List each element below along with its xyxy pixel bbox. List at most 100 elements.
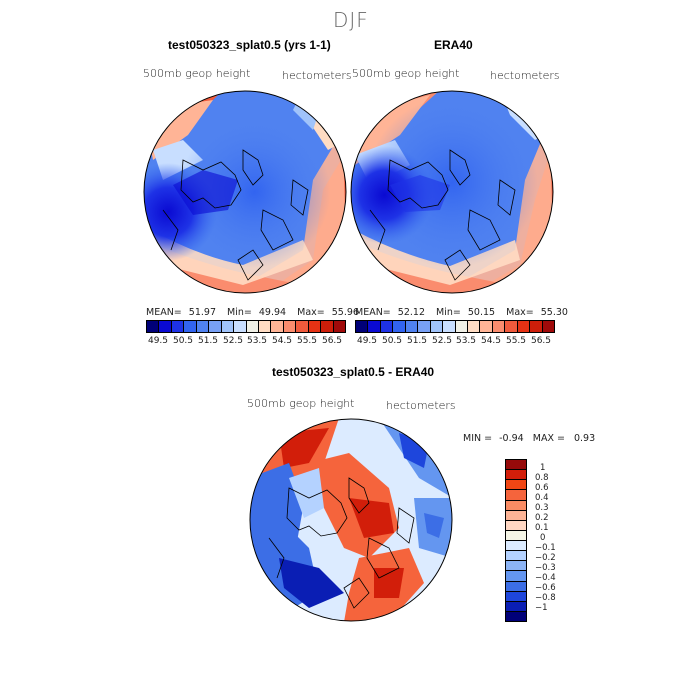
panel1-colorbar-swatch [147, 321, 160, 332]
panel1-colorbar-ticks: 49.5 50.5 51.5 52.5 53.5 54.5 55.5 56.5 [146, 336, 344, 348]
panel2-colorbar-swatch [405, 321, 419, 332]
panel1-colorbar-swatch [184, 321, 197, 332]
panel1-min-label: Min= [227, 307, 252, 318]
panel3-colorbar-ticks: 1 0.8 0.6 0.4 0.3 0.2 0.1 0 −0.1 −0.2 −0… [533, 459, 573, 620]
panel2-colorbar-swatch [380, 321, 394, 332]
panel2-mean-label: MEAN= [355, 307, 391, 318]
panel1-colorbar-swatch [296, 321, 309, 332]
panel1-colorbar-swatch [308, 321, 322, 332]
panel1-units-label: hectometers [282, 69, 352, 82]
panel1-tick: 55.5 [296, 336, 318, 346]
panel3-colorbar-swatch [506, 490, 526, 501]
panel3-tick: 0.6 [535, 483, 549, 493]
panel3-colorbar-swatch [506, 470, 526, 481]
panel2-tick: 55.5 [505, 336, 527, 346]
panel1-min-value: 49.94 [258, 307, 287, 318]
panel3-colorbar-swatch [506, 510, 526, 521]
panel1-colorbar-swatch [333, 321, 345, 332]
panel1-max-label: Max= [297, 307, 325, 318]
panel1-colorbar-swatch [221, 321, 235, 332]
panel2-tick: 53.5 [455, 336, 477, 346]
panel2-polar-map [350, 90, 554, 294]
panel3-tick: −0.6 [535, 583, 556, 593]
panel2-colorbar-swatch [530, 321, 543, 332]
panel2-colorbar-swatch [467, 321, 481, 332]
panel3-tick: 0 [540, 533, 546, 543]
panel3-colorbar-swatch [506, 601, 526, 612]
panel3-colorbar-swatch [506, 551, 526, 562]
panel2-tick: 52.5 [431, 336, 453, 346]
panel3-title: test050323_splat0.5 - ERA40 [272, 365, 435, 379]
panel3-colorbar-swatch [506, 480, 526, 491]
panel2-colorbar-swatch [443, 321, 456, 332]
panel2-colorbar-swatch [430, 321, 444, 332]
panel1-colorbar-swatch [271, 321, 284, 332]
panel2-min-label: Min= [436, 307, 461, 318]
panel2-colorbar-swatch [492, 321, 506, 332]
panel2-tick: 56.5 [530, 336, 552, 346]
panel2-mean-value: 52.12 [397, 307, 425, 318]
panel1-polar-map [143, 90, 347, 294]
panel1-colorbar-swatch [159, 321, 172, 332]
panel3-colorbar-swatch [506, 460, 526, 471]
panel2-colorbar [355, 320, 555, 333]
panel2-colorbar-swatch [542, 321, 554, 332]
panel3-stats: MIN = -0.94 MAX = 0.93 [463, 433, 595, 444]
panel1-colorbar-swatch [321, 321, 334, 332]
panel3-colorbar-swatch [506, 591, 526, 602]
panel2-colorbar-swatch [393, 321, 406, 332]
panel3-tick: −1 [535, 603, 548, 613]
panel1-tick: 54.5 [271, 336, 293, 346]
panel3-colorbar [505, 459, 527, 622]
figure-title: DJF [333, 8, 369, 32]
panel3-max-value: 0.93 [573, 433, 596, 444]
panel3-tick: 1 [540, 463, 546, 473]
panel1-title: test050323_splat0.5 (yrs 1-1) [168, 38, 331, 52]
panel3-tick: −0.3 [535, 563, 556, 573]
panel1-colorbar-swatch [196, 321, 210, 332]
panel3-max-label: MAX = [532, 433, 565, 444]
panel2-colorbar-swatch [505, 321, 518, 332]
panel1-tick: 49.5 [147, 336, 169, 346]
panel1-colorbar-swatch [171, 321, 185, 332]
panel3-colorbar-swatch [506, 581, 526, 592]
panel3-colorbar-swatch [506, 561, 526, 572]
panel3-field-label: 500mb geop height [247, 397, 355, 410]
panel2-colorbar-swatch [368, 321, 381, 332]
panel2-colorbar-swatch [455, 321, 468, 332]
panel1-field-label: 500mb geop height [143, 67, 251, 80]
panel1-tick: 56.5 [321, 336, 343, 346]
panel2-colorbar-ticks: 49.5 50.5 51.5 52.5 53.5 54.5 55.5 56.5 [355, 336, 553, 348]
panel1-tick: 52.5 [222, 336, 244, 346]
panel3-min-label: MIN = [463, 433, 493, 444]
panel2-tick: 49.5 [356, 336, 378, 346]
panel1-tick: 51.5 [197, 336, 219, 346]
panel3-colorbar-swatch [506, 611, 526, 621]
panel2-min-value: 50.15 [467, 307, 496, 318]
panel2-colorbar-swatch [517, 321, 531, 332]
panel3-tick: −0.1 [535, 543, 556, 553]
panel1-colorbar-swatch [283, 321, 297, 332]
panel1-stats: MEAN= 51.97 Min= 49.94 Max= 55.96 [146, 307, 359, 318]
panel3-colorbar-swatch [506, 541, 526, 552]
panel1-max-value: 55.96 [331, 307, 359, 318]
panel3-tick: 0.1 [535, 523, 549, 533]
panel1-colorbar-swatch [246, 321, 259, 332]
panel3-units-label: hectometers [386, 399, 456, 412]
panel2-colorbar-swatch [356, 321, 369, 332]
panel3-tick: 0.8 [535, 473, 549, 483]
panel2-tick: 54.5 [480, 336, 502, 346]
panel1-tick: 53.5 [246, 336, 268, 346]
panel2-title: ERA40 [434, 38, 473, 52]
panel2-field-label: 500mb geop height [352, 67, 460, 80]
panel3-colorbar-swatch [506, 500, 526, 511]
panel3-tick: 0.2 [535, 513, 549, 523]
panel1-colorbar-swatch [258, 321, 272, 332]
panel1-tick: 50.5 [172, 336, 194, 346]
panel3-tick: −0.8 [535, 593, 556, 603]
panel3-tick: 0.3 [535, 503, 549, 513]
panel1-colorbar [146, 320, 346, 333]
panel2-max-value: 55.30 [540, 307, 568, 318]
panel2-colorbar-swatch [480, 321, 493, 332]
panel1-colorbar-swatch [234, 321, 247, 332]
